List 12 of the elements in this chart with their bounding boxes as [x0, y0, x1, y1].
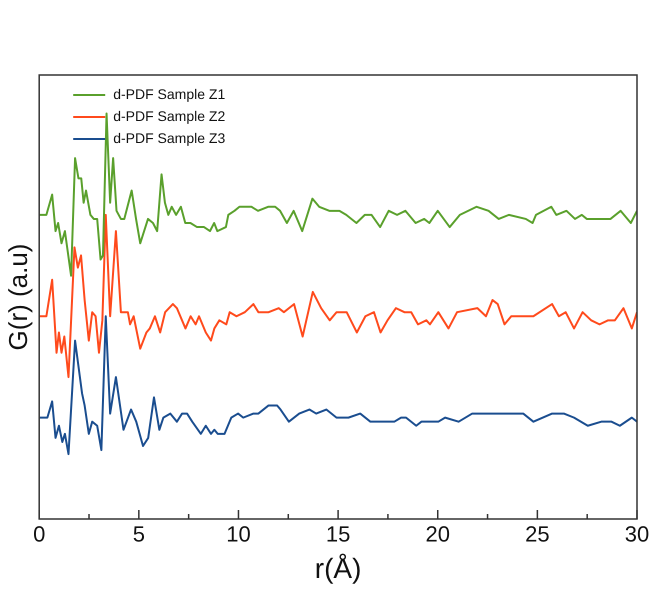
x-tick-label: 15 [326, 521, 350, 546]
legend-label: d-PDF Sample Z1 [113, 86, 226, 102]
x-tick-label: 20 [425, 521, 450, 546]
legend-label: d-PDF Sample Z3 [113, 130, 226, 146]
x-tick-label: 30 [624, 521, 650, 546]
y-axis-title: G(r) (a.u) [2, 244, 33, 350]
x-tick-label: 25 [525, 521, 550, 546]
x-tick-label: 5 [132, 521, 145, 546]
x-axis-title: r(Å) [314, 552, 362, 584]
legend-label: d-PDF Sample Z2 [113, 108, 226, 124]
x-tick-label: 10 [226, 521, 251, 546]
x-tick-label: 0 [33, 521, 46, 546]
